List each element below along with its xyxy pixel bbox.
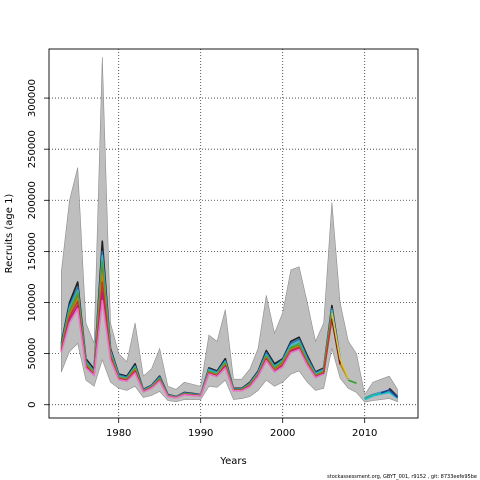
series-line-12 [348, 379, 357, 384]
y-tick-label: 100000 [27, 283, 38, 321]
x-tick-label: 1980 [106, 428, 131, 439]
y-axis: 0 50000 100000 150000 200000 250000 300000 [27, 79, 49, 408]
x-axis: 1980 1990 2000 2010 [106, 418, 377, 439]
y-tick-label: 50000 [27, 338, 38, 370]
x-tick-label: 2000 [270, 428, 295, 439]
y-axis-title: Recruits (age 1) [4, 194, 15, 274]
y-tick-label: 150000 [27, 232, 38, 270]
x-axis-title: Years [219, 456, 246, 467]
footer-credit: stockassessment.org, GBYT_001, r9152 , g… [327, 474, 477, 480]
series-line-8 [331, 318, 341, 364]
series-line-10 [60, 299, 325, 399]
series-line-14 [380, 389, 399, 398]
x-tick-label: 1990 [188, 428, 213, 439]
series-lines-layer [60, 240, 399, 401]
series-line-11 [331, 312, 350, 379]
x-tick-label: 2010 [352, 428, 377, 439]
y-tick-label: 300000 [27, 79, 38, 117]
y-tick-label: 200000 [27, 181, 38, 219]
y-tick-label: 0 [27, 402, 38, 408]
plot-frame [48, 48, 419, 419]
y-tick-label: 250000 [27, 130, 38, 168]
series-line-13 [364, 391, 398, 401]
